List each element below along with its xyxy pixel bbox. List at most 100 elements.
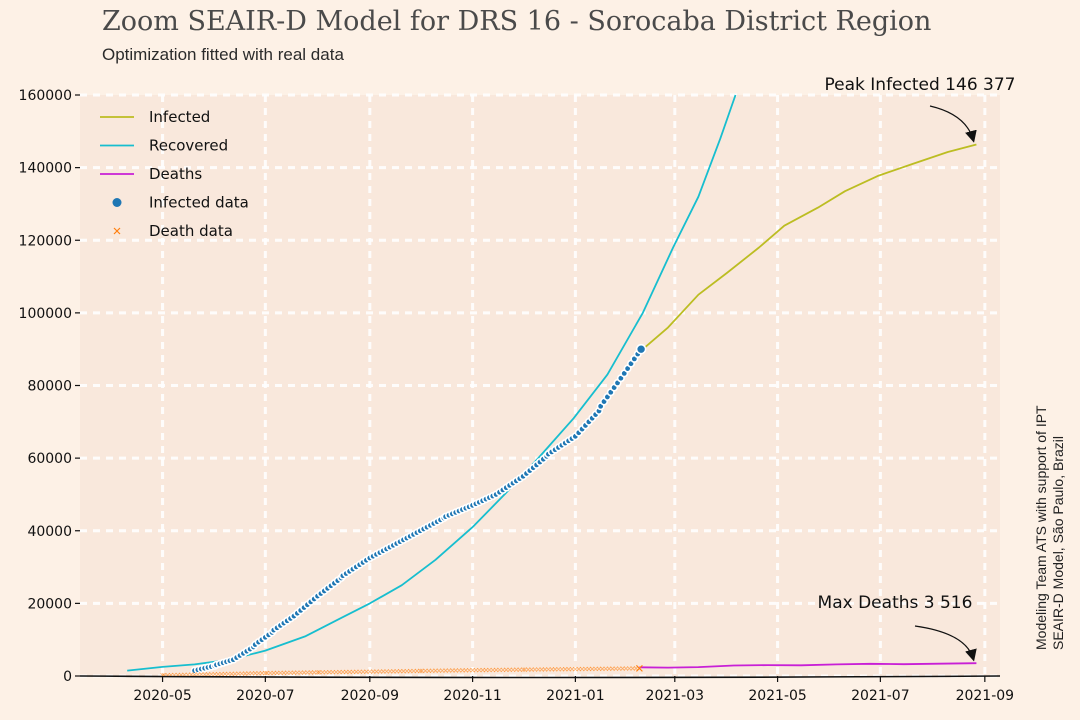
point-death-data bbox=[610, 666, 615, 671]
point-death-data bbox=[630, 666, 635, 671]
point-death-data bbox=[401, 668, 406, 674]
point-death-data bbox=[242, 671, 248, 676]
point-death-data bbox=[576, 666, 582, 672]
point-death-data bbox=[175, 672, 181, 676]
point-death-data bbox=[635, 664, 643, 672]
point-death-data bbox=[606, 666, 612, 672]
point-death-data bbox=[546, 667, 551, 672]
point-death-data bbox=[209, 671, 214, 676]
point-death-data bbox=[394, 668, 400, 674]
point-death-data bbox=[327, 669, 332, 675]
y-tick-label: 80000 bbox=[27, 379, 72, 395]
x-tick-label: 2021-01 bbox=[546, 688, 605, 704]
legend: Infected Recovered Deaths Infected data Deat… bbox=[100, 108, 249, 240]
point-death-data bbox=[418, 668, 423, 674]
point-death-data bbox=[549, 667, 555, 672]
point-death-data bbox=[387, 669, 393, 674]
point-death-data bbox=[195, 672, 201, 676]
point-death-data bbox=[507, 667, 512, 673]
x-tick-label: 2020-11 bbox=[443, 688, 502, 704]
point-death-data bbox=[556, 666, 561, 672]
point-death-data bbox=[593, 666, 598, 672]
point-death-data bbox=[439, 668, 445, 673]
point-death-data bbox=[271, 670, 277, 676]
point-death-data bbox=[188, 672, 194, 676]
series-line-infected bbox=[642, 143, 977, 350]
point-death-data bbox=[284, 670, 290, 676]
point-death-data bbox=[536, 667, 541, 672]
point-death-data bbox=[460, 668, 465, 673]
y-tick-label: 60000 bbox=[27, 451, 72, 467]
chart-subtitle: Optimization fitted with real data bbox=[102, 45, 344, 64]
point-death-data bbox=[192, 672, 197, 676]
y-tick-label: 0 bbox=[63, 669, 72, 685]
y-tick-label: 160000 bbox=[19, 88, 72, 104]
point-death-data bbox=[443, 668, 448, 673]
point-death-data bbox=[168, 672, 174, 676]
point-death-data bbox=[404, 668, 410, 674]
point-death-data bbox=[627, 666, 632, 671]
point-death-data bbox=[453, 668, 459, 673]
legend-label: Death data bbox=[149, 222, 233, 240]
point-death-data bbox=[360, 669, 366, 675]
point-death-data bbox=[539, 667, 544, 672]
x-tick-label: 2020-09 bbox=[341, 688, 400, 704]
point-death-data bbox=[429, 668, 435, 674]
point-death-data bbox=[301, 670, 307, 675]
point-death-data bbox=[579, 666, 585, 672]
legend-label: Infected data bbox=[149, 194, 249, 212]
series-line-deaths bbox=[639, 662, 977, 669]
point-death-data bbox=[470, 667, 475, 673]
point-death-data bbox=[559, 666, 565, 672]
point-death-data bbox=[215, 671, 221, 676]
point-death-data bbox=[377, 669, 383, 674]
point-death-data bbox=[268, 670, 273, 676]
annotation-label: Peak Infected 146 377 bbox=[825, 75, 1016, 95]
point-death-data bbox=[281, 670, 287, 676]
legend-swatch-death-data bbox=[113, 227, 121, 235]
point-death-data bbox=[278, 670, 283, 676]
point-death-data bbox=[487, 667, 492, 673]
point-death-data bbox=[274, 670, 280, 676]
side-note-line-1: Modeling Team ATS with support of IPT bbox=[1033, 405, 1049, 650]
point-death-data bbox=[493, 667, 499, 673]
point-death-data bbox=[583, 666, 588, 672]
point-death-data bbox=[225, 671, 231, 676]
point-infected-data bbox=[635, 343, 647, 355]
plot-series bbox=[127, 94, 977, 676]
point-death-data bbox=[613, 666, 619, 671]
y-tick-label: 20000 bbox=[27, 596, 72, 612]
y-tick-label: 40000 bbox=[27, 524, 72, 540]
x-tick-label: 2021-09 bbox=[956, 688, 1015, 704]
point-death-data bbox=[374, 669, 379, 674]
x-tick-label: 2021-03 bbox=[646, 688, 705, 704]
point-death-data bbox=[411, 668, 416, 674]
point-death-data bbox=[620, 666, 625, 671]
point-death-data bbox=[433, 668, 438, 673]
point-death-data bbox=[483, 667, 489, 673]
point-death-data bbox=[199, 672, 204, 676]
point-death-data bbox=[463, 667, 469, 673]
point-death-data bbox=[330, 669, 336, 675]
point-death-data bbox=[295, 670, 300, 675]
x-tick-label: 2021-05 bbox=[748, 688, 807, 704]
point-death-data bbox=[323, 669, 329, 675]
point-death-data bbox=[259, 670, 265, 676]
point-death-data bbox=[172, 672, 177, 676]
point-death-data bbox=[529, 667, 534, 672]
x-tick-label: 2020-05 bbox=[133, 688, 192, 704]
point-death-data bbox=[249, 671, 255, 676]
point-death-data bbox=[542, 667, 548, 672]
point-death-data bbox=[165, 672, 170, 676]
side-note-line-2: SEAIR-D Model, São Paulo, Brazil bbox=[1050, 436, 1066, 650]
point-death-data bbox=[566, 666, 571, 672]
point-death-data bbox=[532, 667, 538, 672]
point-death-data bbox=[350, 669, 356, 675]
point-death-data bbox=[456, 668, 462, 673]
legend-label: Deaths bbox=[149, 165, 202, 183]
point-death-data bbox=[291, 670, 297, 675]
point-death-data bbox=[222, 671, 228, 676]
point-death-data bbox=[520, 667, 526, 672]
point-death-data bbox=[252, 671, 258, 676]
point-death-data bbox=[414, 668, 420, 674]
